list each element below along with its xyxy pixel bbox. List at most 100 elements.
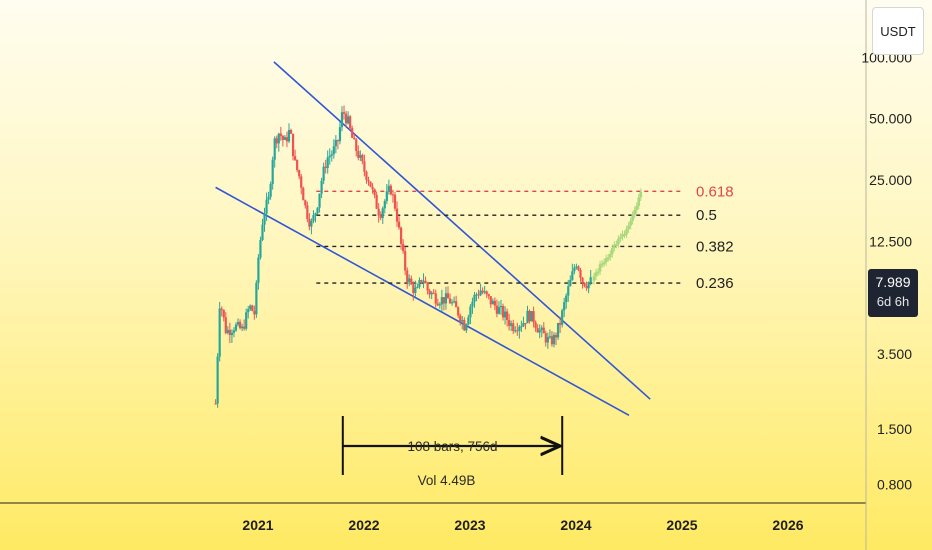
candle[interactable] [489, 296, 492, 308]
candle[interactable] [391, 189, 395, 203]
candle[interactable] [528, 309, 531, 324]
candle[interactable] [426, 281, 429, 295]
projected-candle[interactable] [610, 244, 614, 258]
candle[interactable] [530, 310, 533, 322]
candle[interactable] [220, 306, 223, 317]
projected-candle[interactable] [598, 260, 602, 276]
candle[interactable] [332, 139, 335, 159]
candle[interactable] [365, 170, 368, 184]
candle[interactable] [585, 281, 588, 291]
projected-candle[interactable] [600, 259, 604, 268]
candle[interactable] [369, 181, 372, 188]
candle[interactable] [414, 280, 417, 297]
candle[interactable] [271, 156, 274, 190]
candle[interactable] [269, 181, 272, 200]
candle[interactable] [583, 282, 586, 288]
candle[interactable] [363, 154, 366, 177]
candle[interactable] [357, 145, 360, 161]
candle[interactable] [501, 303, 505, 321]
candle[interactable] [298, 169, 301, 180]
candle[interactable] [289, 128, 293, 135]
candle[interactable] [512, 319, 515, 335]
measure-tool[interactable]: 108 bars, 756d Vol 4.49B [341, 416, 564, 488]
candle[interactable] [520, 320, 523, 333]
candle[interactable] [336, 139, 340, 150]
candle[interactable] [306, 201, 309, 223]
candle[interactable] [216, 353, 219, 408]
candle[interactable] [446, 286, 450, 299]
projected-candle[interactable] [621, 230, 624, 241]
candle[interactable] [263, 207, 266, 232]
candle[interactable] [561, 308, 564, 328]
candle[interactable] [320, 177, 323, 199]
candle[interactable] [302, 186, 305, 201]
projected-candle[interactable] [631, 211, 634, 225]
candle[interactable] [508, 313, 511, 331]
candle[interactable] [249, 304, 252, 311]
candle[interactable] [347, 111, 350, 125]
candle[interactable] [238, 319, 242, 330]
candle[interactable] [371, 183, 374, 194]
candle[interactable] [304, 199, 307, 209]
candle[interactable] [485, 290, 488, 298]
candle[interactable] [556, 322, 560, 341]
projected-candle[interactable] [635, 202, 639, 214]
candle[interactable] [569, 275, 572, 287]
candle[interactable] [412, 281, 415, 301]
projected-candle[interactable] [606, 253, 610, 262]
candle[interactable] [581, 276, 584, 289]
candle[interactable] [459, 313, 462, 326]
candle[interactable] [436, 298, 439, 307]
projected-candle[interactable] [627, 222, 630, 233]
candle[interactable] [469, 304, 472, 325]
candle[interactable] [228, 322, 231, 344]
candle[interactable] [234, 322, 238, 332]
candle[interactable] [416, 283, 419, 289]
candle[interactable] [247, 306, 250, 319]
projected-candle[interactable] [604, 254, 608, 266]
candle[interactable] [463, 317, 466, 332]
projected-candle[interactable] [613, 241, 616, 252]
candle[interactable] [283, 135, 287, 141]
candle[interactable] [375, 191, 378, 210]
candle[interactable] [554, 332, 558, 346]
candle[interactable] [318, 193, 321, 213]
projected-candle[interactable] [602, 258, 606, 268]
candle[interactable] [349, 115, 352, 130]
projected-candle[interactable] [617, 235, 620, 248]
candle[interactable] [236, 318, 240, 327]
candle[interactable] [542, 322, 545, 334]
candle[interactable] [524, 322, 527, 330]
candle[interactable] [571, 263, 574, 281]
candle[interactable] [314, 212, 317, 223]
projected-candle[interactable] [619, 233, 622, 243]
candle[interactable] [534, 320, 537, 332]
candle[interactable] [420, 279, 423, 285]
candle[interactable] [230, 329, 234, 344]
candle[interactable] [402, 239, 405, 254]
candle[interactable] [518, 324, 521, 339]
candle[interactable] [548, 329, 552, 339]
candle[interactable] [432, 288, 435, 295]
candle[interactable] [503, 306, 507, 325]
candle[interactable] [526, 305, 529, 324]
candle[interactable] [438, 302, 441, 309]
candle[interactable] [453, 296, 456, 304]
candle[interactable] [397, 216, 401, 230]
candle[interactable] [312, 210, 315, 224]
projected-candle[interactable] [623, 230, 626, 239]
candle[interactable] [214, 399, 217, 405]
candle[interactable] [281, 134, 284, 147]
candle[interactable] [232, 327, 236, 338]
candle[interactable] [285, 131, 289, 148]
candle[interactable] [467, 314, 470, 326]
candle[interactable] [471, 297, 474, 314]
time-axis[interactable]: 2021 2022 2023 2024 2025 2026 [242, 517, 803, 533]
candle[interactable] [532, 306, 535, 328]
candle[interactable] [579, 267, 582, 282]
candle[interactable] [328, 148, 331, 165]
candle[interactable] [587, 281, 590, 294]
candle[interactable] [506, 308, 509, 327]
candle[interactable] [514, 326, 517, 333]
